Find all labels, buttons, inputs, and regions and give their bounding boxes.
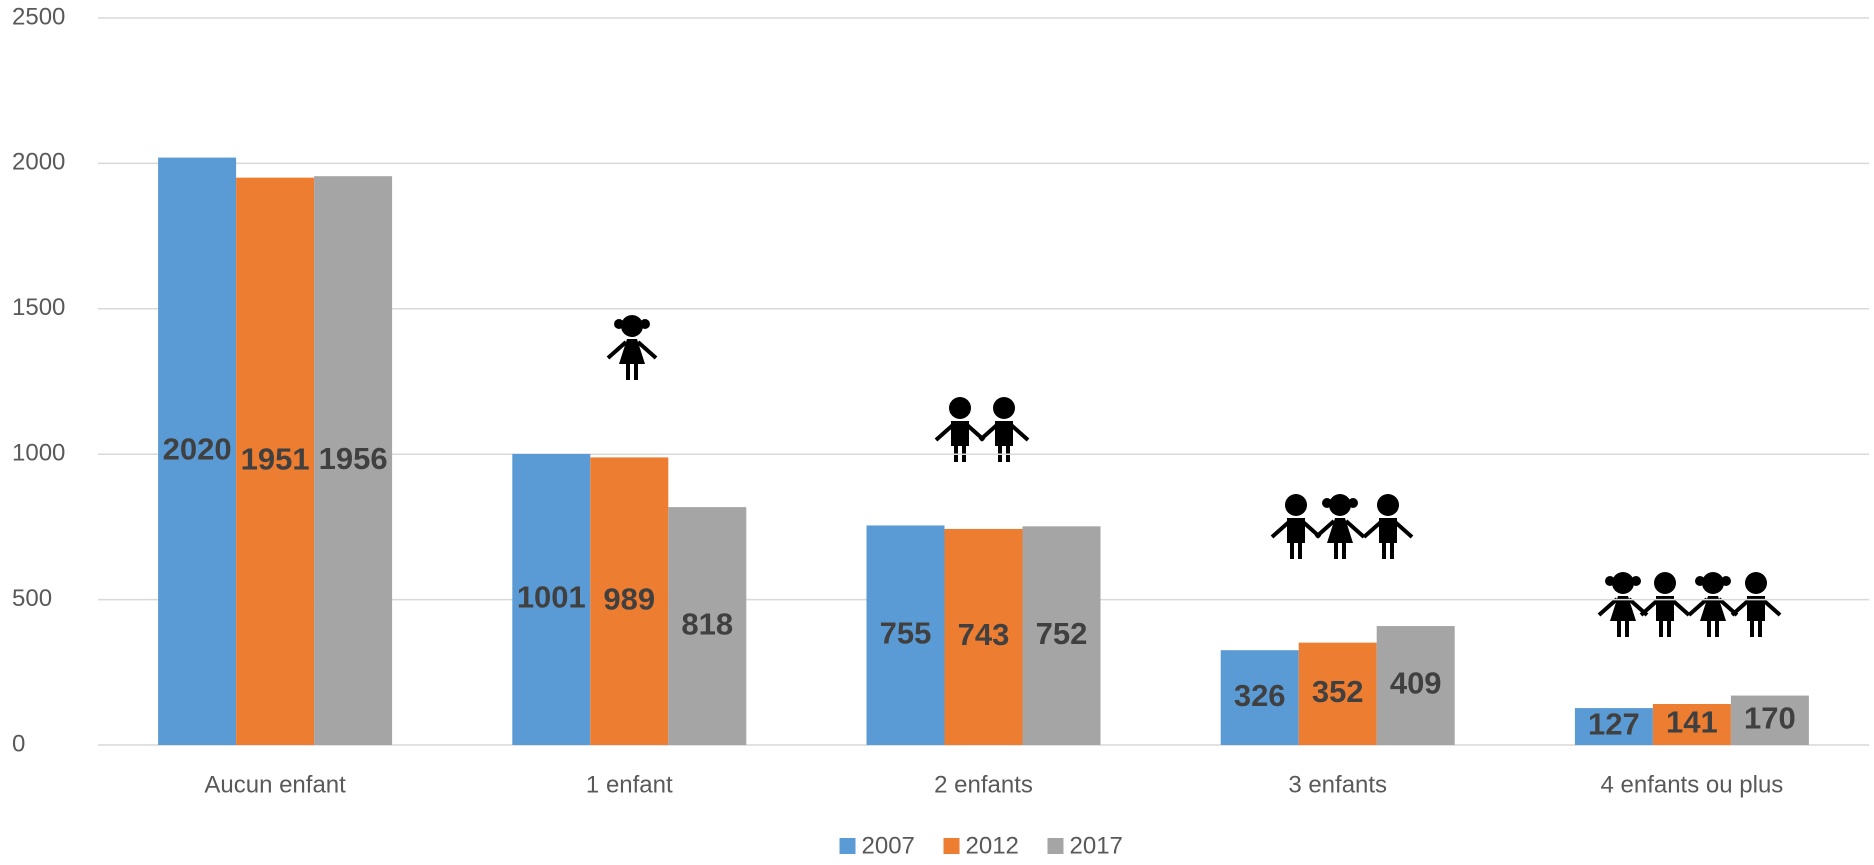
legend-label: 2007 (862, 832, 915, 859)
y-tick-label: 1500 (12, 294, 65, 321)
data-label: 1951 (241, 442, 310, 477)
bar (866, 525, 945, 745)
data-label: 127 (1588, 707, 1640, 742)
bar (1652, 703, 1731, 745)
icon-body (995, 421, 1013, 446)
icon-hair (1721, 576, 1731, 586)
x-tick-label: 3 enfants (1288, 771, 1387, 798)
icon-hair (1322, 498, 1332, 508)
data-label: 141 (1666, 705, 1718, 740)
data-label: 2020 (163, 431, 232, 466)
bar (590, 457, 669, 745)
icon-head (949, 397, 971, 419)
bar (1730, 695, 1809, 745)
bar (1022, 526, 1101, 745)
icon-legs (1617, 621, 1629, 637)
y-tick-label: 0 (12, 730, 25, 757)
icon-arms (1730, 597, 1782, 617)
icon-arms (1362, 519, 1414, 539)
icon-head (1285, 494, 1307, 516)
y-tick-label: 2000 (12, 149, 65, 176)
icon-body (1747, 596, 1765, 621)
icon-body (1379, 518, 1397, 543)
bar (158, 157, 237, 746)
data-label: 989 (603, 581, 655, 616)
icon-arms (978, 422, 1030, 442)
icon-arms (606, 340, 658, 360)
icon-body (1610, 596, 1636, 621)
icon-head (621, 315, 643, 337)
icon-legs (1707, 621, 1719, 637)
icon-hair (1695, 576, 1705, 586)
icon-legs (626, 364, 638, 380)
data-label: 818 (681, 606, 733, 641)
data-label: 170 (1744, 700, 1796, 735)
bar (236, 177, 315, 746)
data-label: 352 (1312, 674, 1364, 709)
icon-legs (1750, 621, 1762, 637)
data-label: 743 (958, 617, 1010, 652)
icon-arms (1314, 519, 1366, 539)
legend-label: 2017 (1070, 832, 1123, 859)
icon-legs (1334, 543, 1346, 559)
data-label: 1001 (517, 580, 586, 615)
icon-hair (1605, 576, 1615, 586)
y-tick-label: 1000 (12, 440, 65, 467)
icon-head (1377, 494, 1399, 516)
bar (668, 507, 747, 745)
icon-hair (640, 319, 650, 329)
icon-body (1327, 518, 1353, 543)
icon-body (619, 339, 645, 364)
data-label: 409 (1390, 666, 1442, 701)
legend-swatch (1047, 838, 1064, 854)
data-label: 326 (1234, 678, 1286, 713)
y-tick-label: 500 (12, 585, 52, 612)
bar (512, 453, 591, 745)
y-tick-label: 2500 (12, 3, 65, 30)
child-icons (606, 315, 1782, 637)
icon-hair (1631, 576, 1641, 586)
icon-head (993, 397, 1015, 419)
data-label: 755 (880, 615, 932, 650)
icon-head (1745, 572, 1767, 594)
x-tick-label: 1 enfant (586, 771, 673, 798)
bar (1298, 642, 1377, 745)
icon-head (1612, 572, 1634, 594)
legend-swatch (839, 838, 856, 854)
icon-hair (1348, 498, 1358, 508)
bar (944, 528, 1023, 745)
icon-body (1700, 596, 1726, 621)
icon-head (1702, 572, 1724, 594)
x-tick-label: 2 enfants (934, 771, 1033, 798)
icon-legs (1290, 543, 1302, 559)
icon-body (1656, 596, 1674, 621)
legend-label: 2012 (966, 832, 1019, 859)
bar (1574, 708, 1653, 745)
icon-head (1654, 572, 1676, 594)
data-label: 1956 (319, 441, 388, 476)
icon-arms (1639, 597, 1691, 617)
x-tick-label: Aucun enfant (204, 771, 346, 798)
icon-body (951, 421, 969, 446)
icon-body (1287, 518, 1305, 543)
icon-legs (1659, 621, 1671, 637)
icon-hair (614, 319, 624, 329)
legend-swatch (943, 838, 960, 854)
icon-head (1329, 494, 1351, 516)
x-tick-label: 4 enfants ou plus (1600, 771, 1783, 798)
bar (314, 176, 393, 746)
data-label: 752 (1036, 616, 1088, 651)
bar (1220, 650, 1299, 745)
icon-legs (1382, 543, 1394, 559)
bar (1376, 626, 1455, 745)
